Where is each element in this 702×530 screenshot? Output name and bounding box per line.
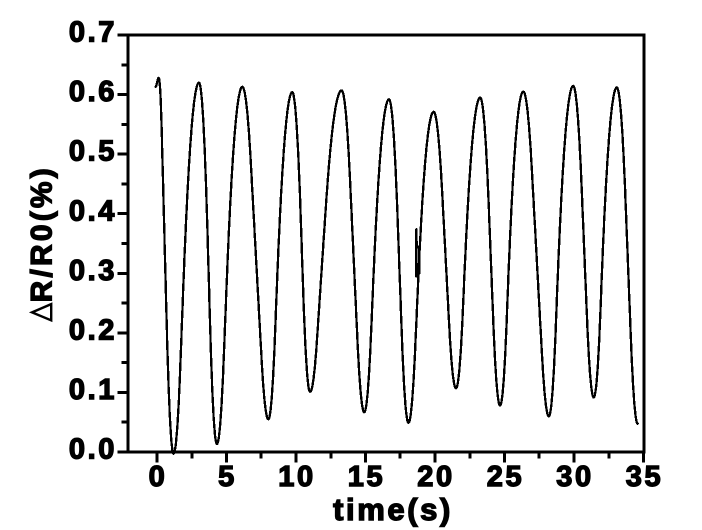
svg-text:15: 15 <box>348 461 385 493</box>
svg-text:0.4: 0.4 <box>69 195 117 227</box>
svg-text:0.0: 0.0 <box>69 434 117 466</box>
svg-text:0.1: 0.1 <box>69 374 117 406</box>
svg-text:35: 35 <box>626 461 663 493</box>
svg-text:time(s): time(s) <box>333 492 453 527</box>
svg-text:R/R0(%): R/R0(%) <box>26 165 59 302</box>
svg-text:30: 30 <box>556 461 593 493</box>
svg-text:0: 0 <box>149 461 168 493</box>
svg-text:25: 25 <box>487 461 524 493</box>
svg-text:0.3: 0.3 <box>69 255 117 287</box>
svg-text:10: 10 <box>278 461 315 493</box>
svg-text:0.5: 0.5 <box>69 136 117 168</box>
svg-text:5: 5 <box>218 461 237 493</box>
svg-text:20: 20 <box>417 461 454 493</box>
svg-text:0.6: 0.6 <box>69 76 117 108</box>
svg-text:0.2: 0.2 <box>69 315 117 347</box>
svg-text:0.7: 0.7 <box>69 17 117 49</box>
